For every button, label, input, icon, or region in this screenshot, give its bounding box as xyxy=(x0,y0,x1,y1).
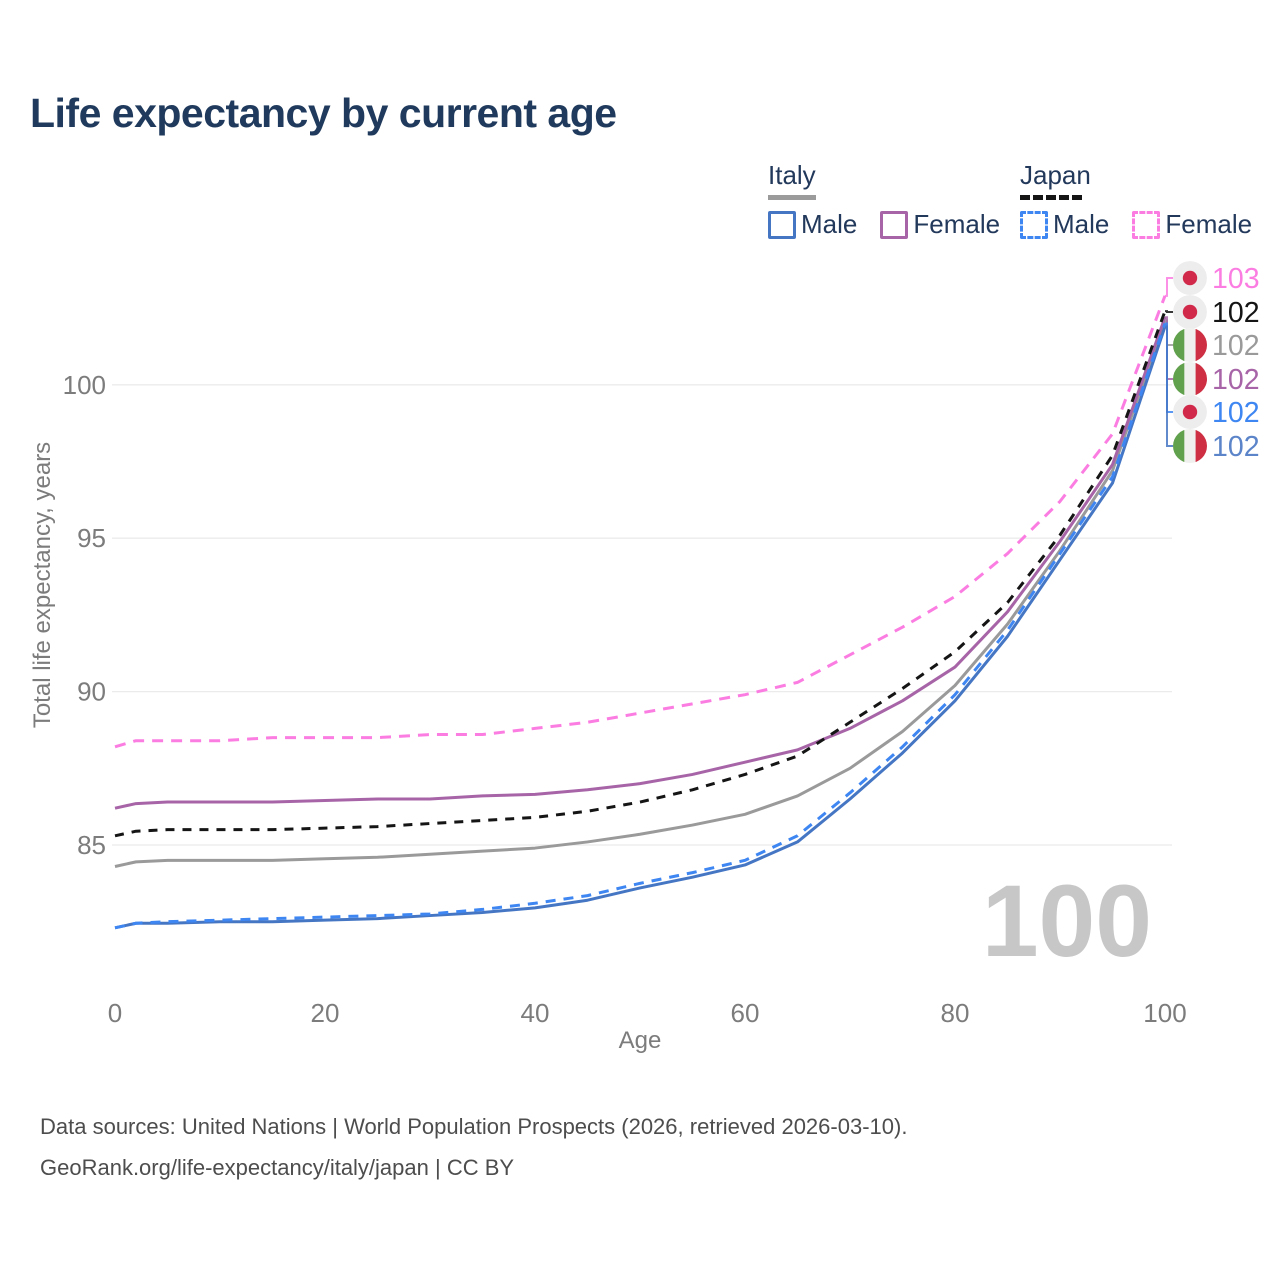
japan-flag-icon xyxy=(1173,261,1207,295)
italy-flag-icon xyxy=(1173,429,1207,463)
x-tick-label-20: 20 xyxy=(311,998,340,1028)
italy-flag-icon xyxy=(1173,328,1207,362)
italy-flag-icon xyxy=(1173,362,1207,396)
italy-solid-line-sample xyxy=(768,195,816,200)
x-tick-label-0: 0 xyxy=(108,998,122,1028)
legend-item-italy-female-label: Female xyxy=(913,209,1001,239)
page-title: Life expectancy by current age xyxy=(30,90,617,136)
legend-group-japan-title: Japan xyxy=(1020,160,1091,190)
legend-item-italy-male-label: Male xyxy=(801,209,858,239)
japan-male-swatch-icon xyxy=(1020,210,1048,239)
x-tick-label-100: 100 xyxy=(1143,998,1186,1028)
series-line-japan-male xyxy=(114,322,1167,930)
leader-line-japan xyxy=(1165,310,1173,313)
end-label-japan-female: 103 xyxy=(1212,263,1260,295)
legend-item-italy-male[interactable]: Male xyxy=(768,209,857,240)
japan-dashed-line-sample xyxy=(1020,195,1082,200)
attribution-line: GeoRank.org/life-expectancy/italy/japan … xyxy=(40,1155,515,1180)
y-tick-label-100: 100 xyxy=(63,370,106,400)
data-sources-line: Data sources: United Nations | World Pop… xyxy=(40,1114,908,1139)
legend-item-italy-female[interactable]: Female xyxy=(880,209,1000,240)
series-line-italy-male xyxy=(114,326,1167,930)
italy-male-swatch-icon xyxy=(768,210,796,239)
y-tick-label-90: 90 xyxy=(77,677,106,707)
y-tick-label-95: 95 xyxy=(77,523,106,553)
y-axis-title: Total life expectancy, years xyxy=(29,442,56,728)
end-label-japan-male: 102 xyxy=(1212,397,1260,429)
legend-item-japan-female-label: Female xyxy=(1165,209,1253,239)
legend-item-japan-male-label: Male xyxy=(1053,209,1110,239)
series-line-japan-female xyxy=(114,295,1167,749)
leader-line-italy-male xyxy=(1165,325,1173,447)
footer: Data sources: United Nations | World Pop… xyxy=(40,1106,907,1188)
japan-flag-icon xyxy=(1173,395,1207,429)
x-axis-title: Age xyxy=(619,1027,662,1054)
x-tick-label-80: 80 xyxy=(941,998,970,1028)
series-line-italy-female xyxy=(114,316,1167,810)
legend-group-japan: Japan Male Female xyxy=(1020,160,1252,240)
x-tick-label-40: 40 xyxy=(521,998,550,1028)
series-line-japan xyxy=(114,310,1167,838)
legend-item-japan-female[interactable]: Female xyxy=(1132,209,1252,240)
end-label-japan: 102 xyxy=(1212,297,1260,329)
legend-item-japan-male[interactable]: Male xyxy=(1020,209,1109,240)
end-label-italy-male: 102 xyxy=(1212,431,1260,463)
legend-group-italy: Italy Male Female xyxy=(768,160,1000,240)
japan-female-swatch-icon xyxy=(1132,210,1161,239)
japan-flag-icon xyxy=(1173,295,1207,329)
line-chart: 100 85 90 95 100 0 20 40 60 80 100 Age Total life ex… xyxy=(29,261,1260,1054)
leader-line-japan-female xyxy=(1165,277,1173,297)
end-label-italy-female: 102 xyxy=(1212,364,1260,396)
end-label-italy: 102 xyxy=(1212,330,1260,362)
current-age-watermark: 100 xyxy=(982,864,1152,978)
x-tick-label-60: 60 xyxy=(731,998,760,1028)
legend-group-italy-title: Italy xyxy=(768,160,816,190)
y-tick-label-85: 85 xyxy=(77,830,106,860)
series-line-italy xyxy=(114,319,1167,868)
italy-female-swatch-icon xyxy=(880,210,909,239)
